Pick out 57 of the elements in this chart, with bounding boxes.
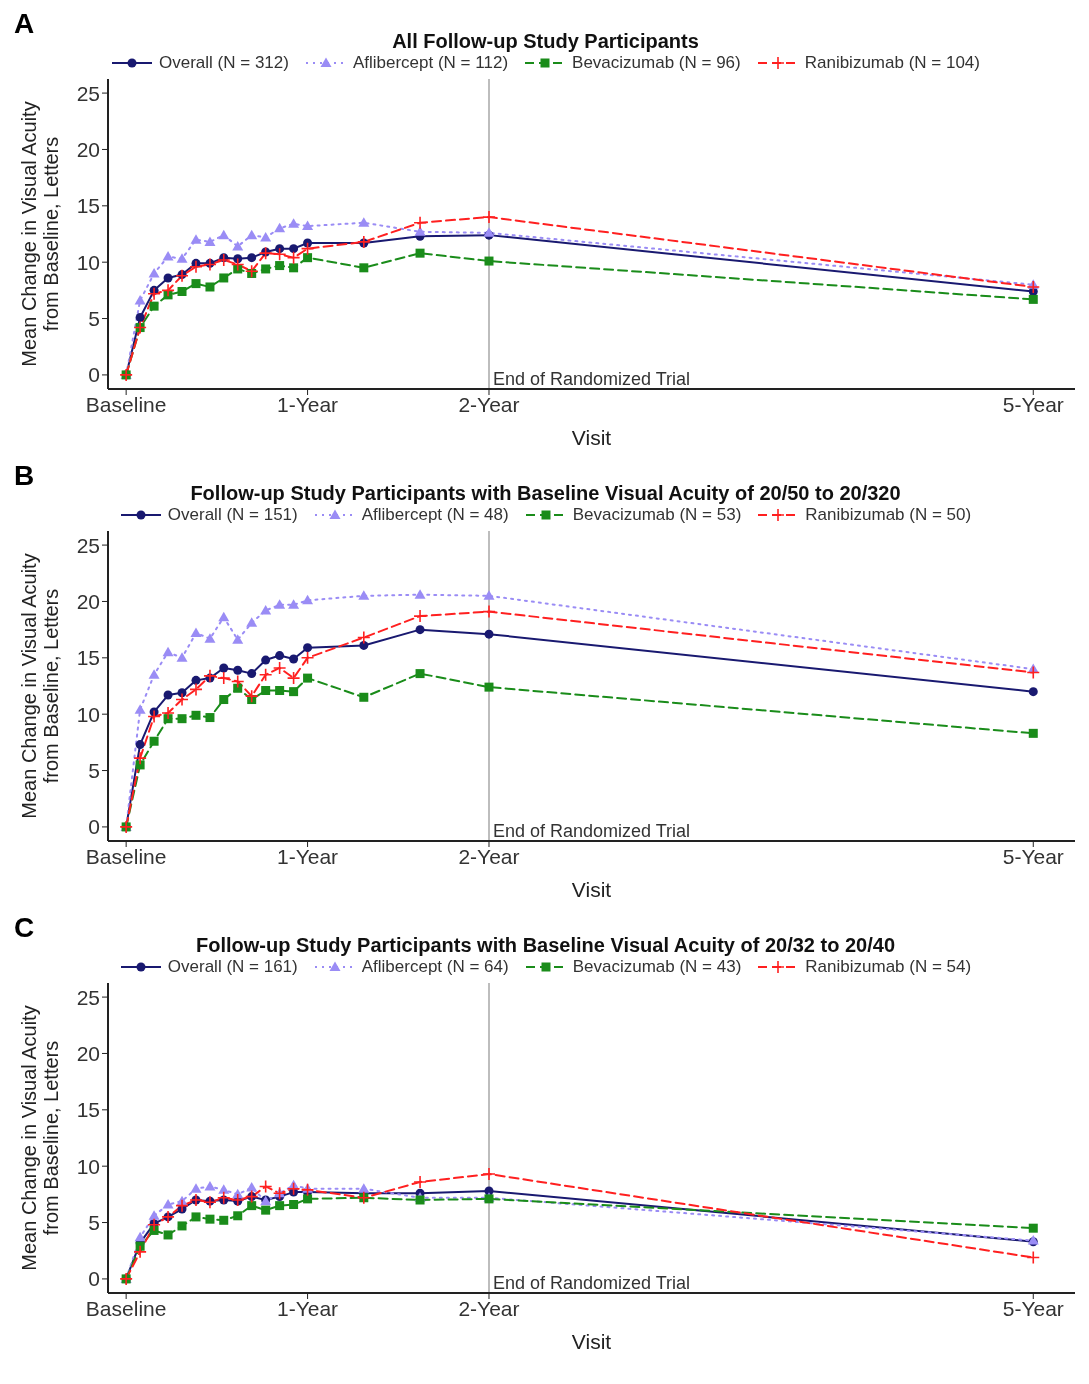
legend-label: Aflibercept (N = 64) [361,957,509,977]
x-tick-label: Baseline [85,844,167,868]
chart-title: Follow-up Study Participants with Baseline Visual Acuity of 20/32 to 20/40 [195,934,896,956]
y-tick-label: 10 [76,1154,100,1178]
y-tick-label: 20 [76,589,100,613]
y-tick-label: 5 [88,1211,100,1234]
ref-line-label: End of Randomized Trial [492,821,691,841]
y-tick-label: 5 [88,759,100,782]
y-axis-title: Mean Change in Visual Acuity from Baseline, Letters [18,553,62,819]
chart-title: Follow-up Study Participants with Baseline Visual Acuity of 20/50 to 20/320 [190,482,901,504]
legend-label: Ranibizumab (N = 104) [804,53,980,73]
y-tick-label: 5 [88,307,100,330]
x-tick-label: 5-Year [1002,1296,1064,1320]
y-axis-title: Mean Change in Visual Acuity from Baseline, Letters [18,1005,62,1271]
y-tick-label: 10 [76,702,100,726]
x-tick-label: 1-Year [277,1296,339,1320]
x-tick-label: 5-Year [1002,392,1064,416]
x-axis-title: Visit [571,426,612,449]
y-tick-label: 15 [76,1098,100,1122]
legend-label: Aflibercept (N = 48) [361,505,509,525]
y-tick-label: 0 [88,1267,100,1291]
x-tick-label: 1-Year [277,392,339,416]
x-axis-title: Visit [571,1330,612,1353]
legend-label: Aflibercept (N = 112) [352,53,509,73]
y-tick-label: 0 [88,815,100,839]
chart-title: All Follow-up Study Participants [392,30,699,52]
x-tick-label: 2-Year [458,392,520,416]
y-tick-label: 15 [76,194,100,218]
legend-label: Overall (N = 151) [167,505,298,525]
legend-label: Ranibizumab (N = 54) [805,957,972,977]
ref-line-label: End of Randomized Trial [492,1273,691,1293]
text: A [14,8,35,40]
y-axis-title: Mean Change in Visual Acuity from Baseline, Letters [18,101,62,367]
x-tick-label: 2-Year [458,1296,520,1320]
y-tick-label: 20 [76,1041,100,1065]
y-tick-label: 10 [76,250,100,274]
y-tick-label: 25 [76,533,100,557]
x-tick-label: Baseline [85,1296,167,1320]
x-tick-label: 2-Year [458,844,520,868]
y-tick-label: 0 [88,363,100,387]
ref-line-label: End of Randomized Trial [492,369,691,389]
x-tick-label: 1-Year [277,844,339,868]
y-tick-label: 15 [76,646,100,670]
y-tick-label: 25 [76,985,100,1009]
legend-label: Bevacizumab (N = 96) [572,53,741,73]
legend-label: Overall (N = 312) [159,53,289,73]
y-tick-label: 20 [76,137,100,161]
legend-label: Ranibizumab (N = 50) [805,505,972,525]
text: B [14,460,35,492]
legend-label: Bevacizumab (N = 53) [572,505,742,525]
x-tick-label: 5-Year [1002,844,1064,868]
x-tick-label: Baseline [85,392,167,416]
text: C [14,912,35,944]
legend-label: Overall (N = 161) [167,957,298,977]
legend-label: Bevacizumab (N = 43) [572,957,742,977]
y-tick-label: 25 [76,81,100,105]
x-axis-title: Visit [571,878,612,901]
